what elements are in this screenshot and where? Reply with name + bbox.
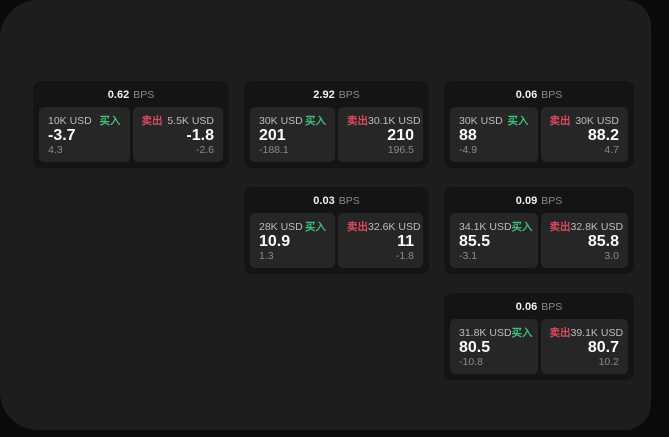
buy-price: 88	[459, 127, 477, 144]
quote-card: 2.92 BPS 30K USD 买入 201 -188.1 卖出 30.1K …	[244, 81, 429, 168]
sell-price: 11	[397, 233, 414, 250]
buy-delta: -4.9	[459, 144, 478, 156]
sell-side-label: 卖出	[549, 221, 571, 233]
buy-price: 10.9	[259, 233, 291, 250]
quote-cards-grid: 0.62 BPS 10K USD 买入 -3.7 4.3 卖出 5.5K USD…	[33, 81, 634, 380]
buy-notional: 30K USD	[259, 114, 303, 127]
buy-side-label: 买入	[507, 115, 529, 127]
bps-unit-label: BPS	[338, 195, 360, 207]
bps-value: 2.92	[313, 89, 335, 101]
buy-price: 201	[259, 127, 286, 144]
sell-pane[interactable]: 卖出 30K USD 88.2 4.7	[540, 107, 628, 162]
sell-delta: -1.8	[395, 250, 414, 262]
sell-notional: 39.1K USD	[570, 326, 624, 339]
sell-side-label: 卖出	[347, 221, 368, 233]
bps-header: 0.09 BPS	[444, 187, 634, 213]
buy-price: 85.5	[459, 233, 491, 250]
buy-pane[interactable]: 28K USD 买入 10.9 1.3	[250, 213, 335, 268]
bps-unit-label: BPS	[541, 89, 563, 101]
buy-pane[interactable]: 31.8K USD 买入 80.5 -10.8	[450, 319, 538, 374]
bps-value: 0.03	[313, 195, 335, 207]
sell-pane[interactable]: 卖出 32.6K USD 11 -1.8	[338, 213, 423, 268]
buy-side-label: 买入	[511, 221, 533, 233]
buy-delta: -10.8	[459, 356, 483, 368]
buy-delta: -3.1	[459, 250, 478, 262]
buy-side-label: 买入	[99, 115, 121, 127]
sell-price: -1.8	[186, 127, 214, 144]
bps-header: 0.06 BPS	[444, 293, 634, 319]
bps-unit-label: BPS	[541, 301, 563, 313]
buy-price: -3.7	[48, 127, 76, 144]
sell-pane[interactable]: 卖出 39.1K USD 80.7 10.2	[540, 319, 628, 374]
sell-price: 88.2	[587, 127, 619, 144]
sell-price: 210	[387, 127, 414, 144]
buy-pane[interactable]: 30K USD 买入 201 -188.1	[250, 107, 335, 162]
buy-pane[interactable]: 34.1K USD 买入 85.5 -3.1	[450, 213, 538, 268]
sell-pane[interactable]: 卖出 30.1K USD 210 196.5	[338, 107, 423, 162]
quote-card: 0.06 BPS 31.8K USD 买入 80.5 -10.8 卖出 39.1…	[444, 293, 634, 380]
buy-pane[interactable]: 10K USD 买入 -3.7 4.3	[39, 107, 130, 162]
sell-side-label: 卖出	[141, 115, 163, 127]
buy-side-label: 买入	[305, 221, 326, 233]
sell-delta: 10.2	[598, 356, 619, 368]
bps-value: 0.06	[515, 89, 538, 101]
buy-delta: 4.3	[48, 144, 63, 156]
sell-notional: 5.5K USD	[167, 114, 214, 127]
bps-unit-label: BPS	[338, 89, 360, 101]
buy-notional: 28K USD	[259, 220, 303, 233]
sell-pane[interactable]: 卖出 5.5K USD -1.8 -2.6	[132, 107, 223, 162]
sell-notional: 32.8K USD	[570, 220, 624, 233]
sell-delta: -2.6	[195, 144, 214, 156]
buy-notional: 30K USD	[459, 114, 503, 127]
sell-side-label: 卖出	[347, 115, 368, 127]
bps-header: 0.06 BPS	[444, 81, 634, 107]
bps-unit-label: BPS	[541, 195, 563, 207]
bps-value: 0.62	[107, 89, 130, 101]
quote-card: 0.09 BPS 34.1K USD 买入 85.5 -3.1 卖出 32.8K…	[444, 187, 634, 274]
buy-side-label: 买入	[305, 115, 326, 127]
sell-side-label: 卖出	[549, 115, 571, 127]
bps-header: 0.62 BPS	[33, 81, 229, 107]
buy-notional: 34.1K USD	[459, 220, 512, 233]
sell-price: 80.7	[587, 339, 619, 356]
buy-pane[interactable]: 30K USD 买入 88 -4.9	[450, 107, 538, 162]
buy-delta: 1.3	[259, 250, 274, 262]
sell-notional: 32.6K USD	[368, 220, 421, 233]
sell-delta: 196.5	[387, 144, 414, 156]
sell-side-label: 卖出	[549, 327, 571, 339]
buy-notional: 10K USD	[48, 114, 92, 127]
buy-side-label: 买入	[511, 327, 533, 339]
sell-notional: 30K USD	[575, 114, 619, 127]
sell-notional: 30.1K USD	[368, 114, 421, 127]
buy-price: 80.5	[459, 339, 491, 356]
bps-unit-label: BPS	[133, 89, 155, 101]
bps-value: 0.09	[515, 195, 538, 207]
bps-header: 0.03 BPS	[244, 187, 429, 213]
sell-price: 85.8	[587, 233, 619, 250]
bps-header: 2.92 BPS	[244, 81, 429, 107]
bps-value: 0.06	[515, 301, 538, 313]
quote-card: 0.03 BPS 28K USD 买入 10.9 1.3 卖出 32.6K US…	[244, 187, 429, 274]
buy-delta: -188.1	[259, 144, 289, 156]
buy-notional: 31.8K USD	[459, 326, 512, 339]
quote-card: 0.62 BPS 10K USD 买入 -3.7 4.3 卖出 5.5K USD…	[33, 81, 229, 168]
sell-delta: 4.7	[604, 144, 619, 156]
sell-pane[interactable]: 卖出 32.8K USD 85.8 3.0	[540, 213, 628, 268]
quote-card: 0.06 BPS 30K USD 买入 88 -4.9 卖出 30K USD 8…	[444, 81, 634, 168]
sell-delta: 3.0	[604, 250, 619, 262]
